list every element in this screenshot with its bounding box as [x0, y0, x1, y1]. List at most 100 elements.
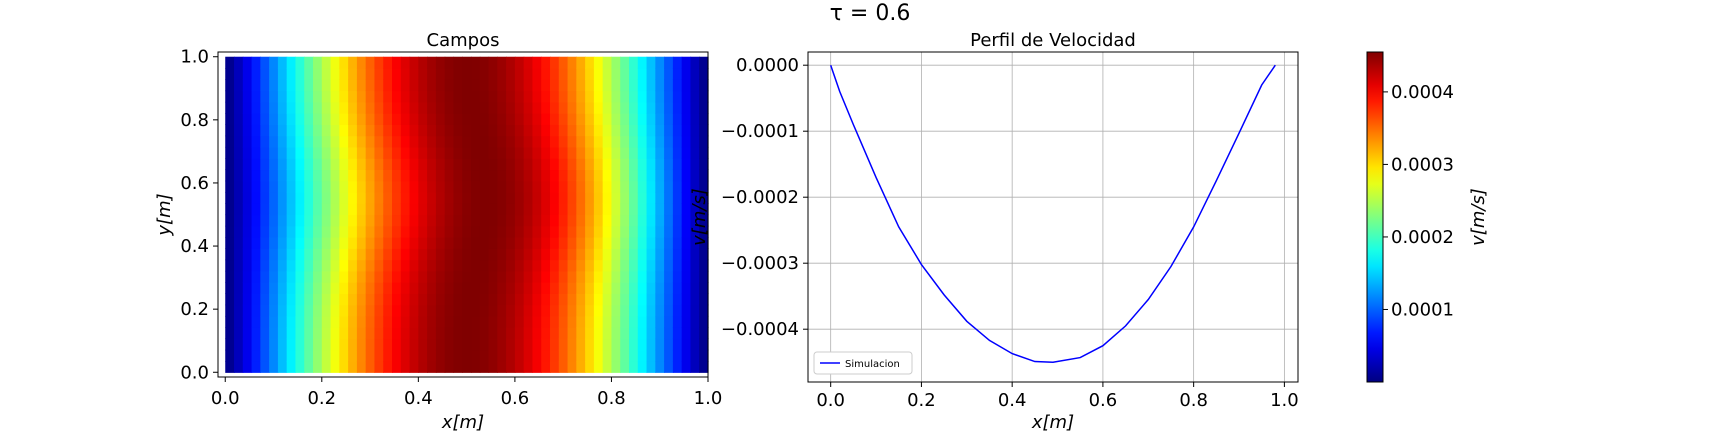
heatmap-cell	[418, 169, 428, 182]
heatmap-cell	[453, 304, 463, 317]
heatmap-cell	[699, 124, 709, 137]
heatmap-cell	[418, 349, 428, 362]
heatmap-cell	[462, 124, 472, 137]
heatmap-cell	[242, 304, 253, 317]
heatmap-cell	[637, 327, 648, 340]
heatmap-cell	[471, 90, 481, 103]
heatmap-cell	[497, 259, 507, 272]
heatmap-cell	[339, 79, 349, 92]
heatmap-cell	[400, 101, 411, 114]
heatmap-cell	[392, 124, 402, 137]
heatmap-cell	[699, 361, 709, 373]
heatmap-cell	[541, 169, 551, 182]
heatmap-cell	[444, 293, 455, 306]
heatmap-cell	[400, 90, 411, 103]
heatmap-cell	[286, 259, 297, 272]
heatmap-cell	[646, 79, 656, 92]
heatmap-cell	[392, 113, 402, 125]
heatmap-cell	[339, 158, 349, 171]
heatmap-cell	[356, 293, 367, 306]
heatmap-cell	[435, 270, 446, 283]
heatmap-cell	[251, 191, 261, 204]
heatmap-cell	[321, 259, 332, 272]
heatmap-cell	[576, 203, 586, 216]
heatmap-cell	[418, 259, 428, 272]
heatmap-cell	[532, 361, 542, 373]
heatmap-cell	[593, 68, 604, 80]
heatmap-cell	[558, 113, 569, 125]
heatmap-cell	[550, 135, 560, 148]
heatmap-cell	[392, 248, 402, 261]
line-series-simulacion	[829, 64, 1276, 363]
heatmap-cell	[435, 225, 446, 238]
heatmap-cell	[339, 191, 349, 204]
heatmap-cell	[479, 315, 490, 328]
heatmap-cell	[532, 225, 542, 238]
heatmap-cell	[637, 237, 648, 249]
heatmap-cell	[383, 158, 393, 171]
heatmap-cell	[602, 270, 613, 283]
heatmap-cell	[593, 293, 604, 306]
heatmap-cell	[497, 237, 507, 249]
heatmap-cell	[550, 180, 560, 193]
heatmap-cell	[611, 113, 621, 125]
heatmap-cell	[497, 361, 507, 373]
heatmap-cell	[286, 237, 297, 249]
heatmap-cell	[514, 361, 525, 373]
heatmap-cell	[514, 169, 525, 182]
heatmap-cell	[462, 259, 472, 272]
heatmap-cell	[550, 68, 560, 80]
heatmap-cell	[567, 135, 577, 148]
heatmap-cell	[418, 282, 428, 294]
heatmap-cell	[541, 124, 551, 137]
heatmap-cell	[523, 68, 534, 80]
heatmap-cell	[576, 225, 586, 238]
heatmap-cell	[453, 68, 463, 80]
heatmap-cell	[479, 248, 490, 261]
heatmap-cell	[462, 68, 472, 80]
heatmap-cell	[550, 248, 560, 261]
heatmap-cell	[602, 315, 613, 328]
heatmap-cell	[286, 79, 297, 92]
heatmap-cell	[295, 180, 305, 193]
heatmap-cell	[453, 90, 463, 103]
heatmap-cell	[444, 191, 455, 204]
heatmap-cell	[409, 304, 419, 317]
heatmap-cell	[304, 304, 314, 317]
heatmap-cell	[462, 225, 472, 238]
heatmap-cell	[479, 338, 490, 351]
heatmap-cell	[295, 146, 305, 159]
heatmap-cell	[471, 259, 481, 272]
heatmap-cell	[523, 338, 534, 351]
heatmap-cell	[418, 214, 428, 227]
heatmap-cell	[672, 361, 683, 373]
heatmap-cell	[277, 304, 288, 317]
heatmap-cell	[479, 180, 490, 193]
heatmap-cell	[576, 56, 586, 69]
heatmap-cell	[251, 135, 261, 148]
heatmap-cell	[690, 259, 700, 272]
heatmap-cell	[339, 169, 349, 182]
heatmap-cell	[462, 349, 472, 362]
heatmap-cell	[348, 146, 358, 159]
heatmap-cell	[506, 113, 516, 125]
heatmap-cell	[260, 248, 270, 261]
heatmap-cell	[444, 203, 455, 216]
heatmap-cell	[418, 237, 428, 249]
heatmap-x-tick-label: 0.0	[211, 388, 240, 409]
heatmap-cell	[514, 158, 525, 171]
heatmap-cell	[409, 270, 419, 283]
heatmap-y-tick-label: 0.0	[180, 362, 209, 383]
heatmap-cell	[383, 338, 393, 351]
heatmap-cell	[418, 191, 428, 204]
heatmap-cell	[339, 135, 349, 148]
heatmap-cell	[242, 113, 253, 125]
heatmap-cell	[655, 259, 665, 272]
heatmap-cell	[277, 56, 288, 69]
heatmap-cell	[269, 180, 279, 193]
heatmap-cell	[286, 248, 297, 261]
heatmap-cell	[523, 101, 534, 114]
heatmap-cell	[356, 56, 367, 69]
heatmap-cell	[260, 225, 270, 238]
heatmap-cell	[365, 259, 376, 272]
